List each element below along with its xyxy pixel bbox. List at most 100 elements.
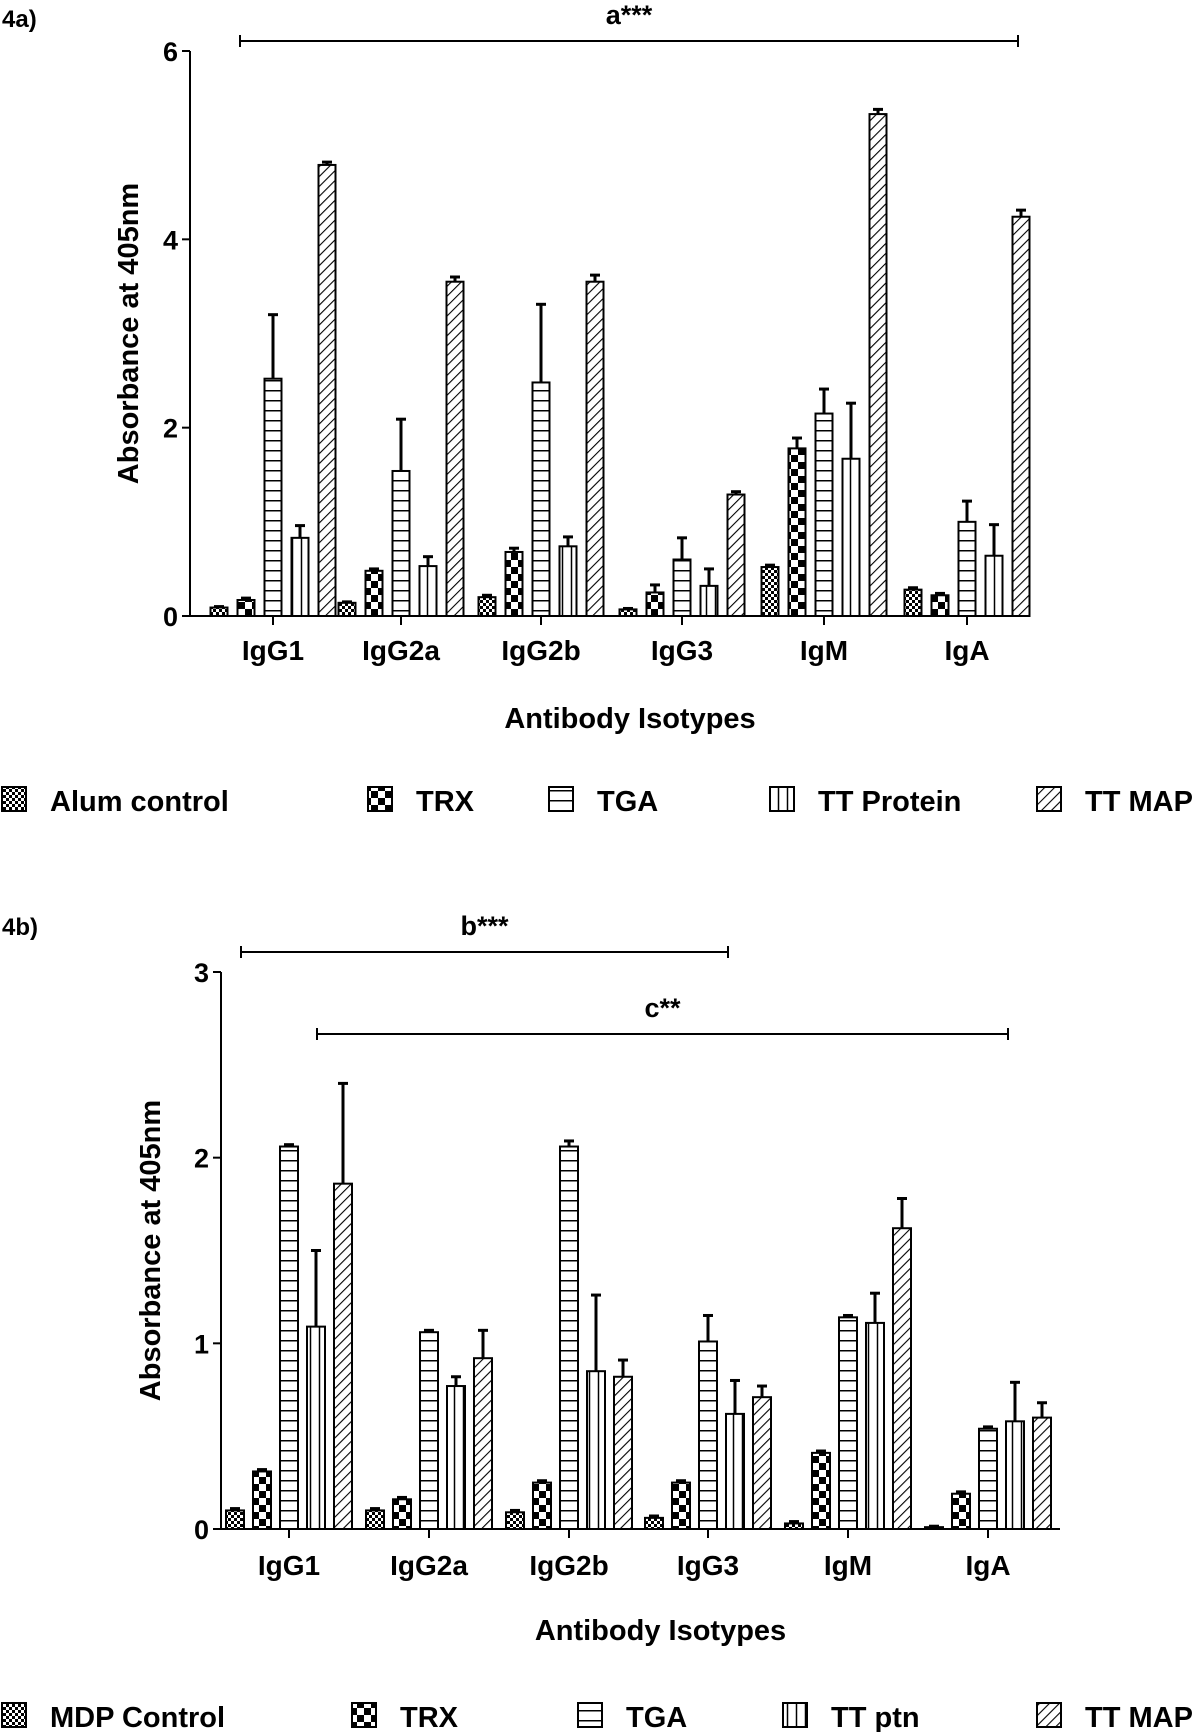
y-axis-label: Absorbance at 405nm [113, 183, 145, 484]
bar [559, 1145, 579, 1530]
legend-item: TGA [548, 786, 658, 818]
bar [613, 1375, 633, 1530]
y-tick-label: 3 [194, 958, 209, 988]
bar-group [279, 1143, 299, 1530]
bar-group [586, 1293, 606, 1531]
bar [445, 280, 465, 617]
bar [903, 588, 923, 618]
legend-item: TT MAP [1036, 786, 1193, 818]
bar [868, 113, 888, 617]
bar-group [814, 387, 834, 617]
bar-group [531, 302, 551, 618]
bar-group [838, 1313, 858, 1530]
bar-group [504, 546, 524, 618]
bar-group [1011, 208, 1031, 617]
bar [558, 545, 578, 617]
bar [618, 608, 638, 617]
bar-group [419, 1328, 439, 1531]
bar [984, 554, 1004, 618]
bar [644, 1516, 664, 1530]
bar [957, 520, 977, 617]
legend-swatch [367, 786, 393, 812]
bar [811, 1451, 831, 1531]
bar [317, 163, 337, 617]
bar-group [445, 275, 465, 617]
bar [263, 377, 283, 618]
panel-4a: 4a) 0 2 4 6 IgG1 IgG2a IgG2b IgG3 IgM IgA a*** A… [1, 0, 1193, 818]
bar-group [477, 593, 497, 618]
bar [930, 594, 950, 617]
bar-group [725, 1378, 745, 1531]
bar [586, 1370, 606, 1531]
bar [531, 381, 551, 618]
bar [477, 596, 497, 618]
legend-label: TGA [597, 786, 658, 818]
bar-group [672, 536, 692, 617]
bar-group [811, 1449, 831, 1531]
bar [418, 565, 438, 618]
bar [1011, 215, 1031, 617]
bar [446, 1385, 466, 1530]
bar [532, 1481, 552, 1531]
legend-label: TGA [626, 1702, 687, 1732]
bar-group [209, 605, 229, 618]
bar [814, 412, 834, 617]
bar-group [505, 1508, 525, 1531]
legend-item: TT Protein [769, 786, 961, 818]
bar [290, 536, 310, 618]
bar [1032, 1416, 1052, 1530]
x-axis-label: Antibody Isotypes [535, 1615, 786, 1647]
y-tick-label: 1 [194, 1329, 209, 1359]
bar [337, 601, 357, 617]
bar-group [984, 523, 1004, 618]
y-tick-label: 0 [194, 1515, 209, 1545]
x-tick-label: IgM [824, 1550, 872, 1581]
bar-group [391, 417, 411, 617]
bar-group [1032, 1401, 1052, 1530]
bar-group [951, 1490, 971, 1531]
bar-group [644, 1514, 664, 1530]
bar [306, 1325, 326, 1530]
y-tick-label: 2 [163, 414, 178, 444]
bar-group [1005, 1380, 1025, 1531]
bar-group [930, 591, 950, 617]
y-tick-label: 0 [163, 602, 178, 632]
bar-group [784, 1520, 804, 1531]
bar-group [365, 1507, 385, 1531]
significance-label: b*** [460, 911, 509, 941]
bar [726, 493, 746, 617]
y-tick-label: 4 [163, 225, 178, 255]
bar [725, 1412, 745, 1531]
legend-swatch [1036, 1702, 1062, 1728]
bars [209, 107, 1031, 618]
bar [787, 447, 807, 617]
bar-group [558, 535, 578, 617]
bar [225, 1509, 245, 1531]
x-axis: IgG1 IgG2a IgG2b IgG3 IgM IgA [190, 615, 1030, 666]
bar-group [263, 313, 283, 618]
bar [392, 1498, 412, 1531]
legend-swatch [351, 1702, 377, 1728]
bar-group [290, 524, 310, 618]
bar-group [559, 1139, 579, 1530]
bar [671, 1481, 691, 1531]
bar [364, 569, 384, 617]
bar-group [333, 1081, 353, 1531]
bar-group [841, 401, 861, 617]
bar-group [726, 490, 746, 617]
y-axis: 0 1 2 3 [194, 958, 222, 1545]
bar [391, 469, 411, 617]
bar [279, 1145, 299, 1530]
bar [236, 598, 256, 617]
bar [365, 1509, 385, 1531]
bar [752, 1396, 772, 1530]
legend-swatch [548, 786, 574, 812]
x-tick-label: IgG3 [651, 635, 713, 666]
bar-group [225, 1507, 245, 1531]
bar [784, 1522, 804, 1531]
x-axis: IgG1 IgG2a IgG2b IgG3 IgM IgA [221, 1528, 1060, 1581]
y-axis-label: Absorbance at 405nm [135, 1100, 167, 1401]
legend-swatch [1, 1702, 27, 1728]
x-tick-label: IgA [944, 635, 989, 666]
x-tick-label: IgA [965, 1550, 1010, 1581]
